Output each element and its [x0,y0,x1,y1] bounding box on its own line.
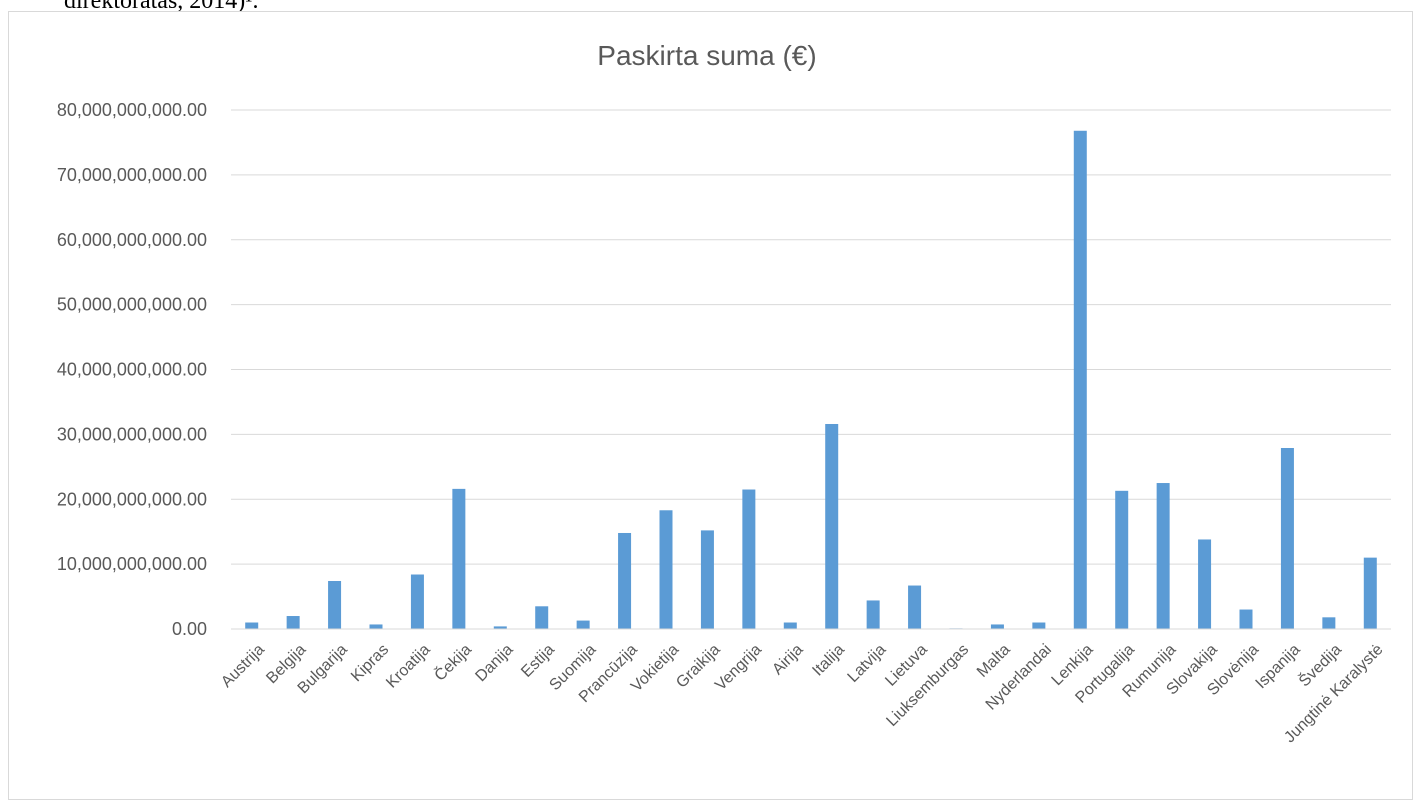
bar [1239,609,1253,629]
bar [1322,617,1336,629]
bar [908,585,922,629]
bar [1073,130,1087,629]
bar [452,488,466,629]
y-tick-label: 10,000,000,000.00 [57,554,207,574]
bar [1198,539,1212,629]
bar [1115,490,1129,629]
x-category-label: Kroatija [383,641,433,691]
y-axis-tick-labels: 0.00 10,000,000,000.00 20,000,000,000.00 30… [57,100,207,639]
gridlines [231,109,1391,565]
x-category-label: Austrija [218,641,268,691]
bar [245,622,259,629]
bar [866,600,880,629]
bar [410,574,424,629]
y-tick-label: 40,000,000,000.00 [57,360,207,380]
bar [328,580,342,629]
bar [659,510,673,629]
y-tick-label: 70,000,000,000.00 [57,165,207,185]
x-category-label: Estija [518,641,558,681]
preceding-text-fragment: direktoratas, 2014)¹. [64,0,259,14]
x-category-label: Italija [809,641,848,680]
bar [369,624,383,629]
x-category-label: Čekija [430,640,475,685]
bar [1156,483,1170,629]
bar [783,622,797,629]
bars [245,130,1377,629]
chart-area [8,11,1413,800]
y-tick-label: 80,000,000,000.00 [57,100,207,120]
bar [576,620,590,629]
bar [825,423,839,629]
y-tick-label: 0.00 [172,619,207,639]
bar [1032,622,1046,629]
chart-title: Paskirta suma (€) [597,40,817,71]
x-category-label: Vengrija [712,641,765,694]
x-category-label: Airija [769,641,806,678]
bar [618,532,632,629]
y-tick-label: 50,000,000,000.00 [57,295,207,315]
x-category-label: Ispanija [1253,641,1304,692]
bar [742,489,756,629]
y-tick-label: 60,000,000,000.00 [57,230,207,250]
bar [535,606,549,629]
x-category-label: Danija [472,641,516,685]
y-tick-label: 20,000,000,000.00 [57,489,207,509]
y-tick-label: 30,000,000,000.00 [57,424,207,444]
bar [493,626,507,629]
bar [700,530,714,629]
x-category-label: Malta [974,641,1014,681]
bar [1363,557,1377,629]
x-axis-category-labels: AustrijaBelgijaBulgarijaKiprasKroatijaČe… [218,640,1386,747]
bar [286,616,300,629]
bar [990,624,1004,629]
bar [1280,447,1294,629]
